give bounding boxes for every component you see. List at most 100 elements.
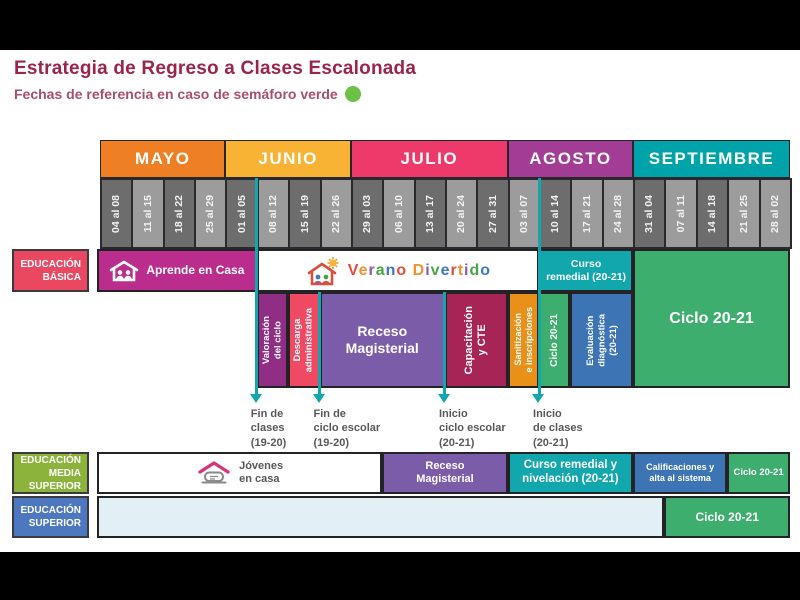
infographic-canvas: Estrategia de Regreso a Clases Escalonad…	[0, 50, 800, 552]
month-header-septiembre: SEPTIEMBRE	[633, 140, 790, 178]
milestone-line	[255, 178, 259, 394]
segment-ciclo-20-21: Ciclo 20-21	[539, 292, 571, 388]
segment-verano-divertido: Verano Divertido	[256, 249, 540, 292]
segment-label: Evaluación diagnóstica (20-21)	[584, 313, 619, 367]
page-subtitle: Fechas de referencia en caso de semáforo…	[14, 86, 338, 102]
week-cell-label: 14 al 18	[706, 194, 719, 233]
week-cell-label: 28 al 02	[768, 194, 781, 233]
semaforo-verde-dot-icon	[344, 86, 361, 102]
milestone-label: Fin de ciclo escolar (19-20)	[313, 408, 381, 449]
milestone-arrow-down-icon	[532, 394, 545, 403]
milestone-line	[537, 178, 541, 394]
segment-label: Descarga administrativa	[292, 307, 315, 373]
segment-label: Jóvenes en casa	[239, 459, 284, 485]
week-cell-label: 04 al 08	[110, 194, 123, 233]
week-cell: 17 al 21	[570, 178, 604, 249]
page-title: Estrategia de Regreso a Clases Escalonad…	[14, 58, 417, 79]
week-cell: 18 al 22	[162, 178, 197, 249]
week-cell-label: 24 al 28	[612, 194, 625, 233]
segment-label: Capacitación y CTE	[463, 305, 489, 375]
segment-label: Receso Magisterial	[345, 323, 419, 356]
week-cell-label: 11 al 15	[141, 194, 154, 233]
week-cell-label: 31 al 04	[643, 194, 656, 233]
week-cell-label: 06 al 10	[392, 194, 405, 233]
week-cell: 15 al 19	[288, 178, 322, 249]
week-cell-label: 29 al 03	[361, 194, 374, 233]
segment-curso-remedial-y-nivelación-20-21: Curso remedial y nivelación (20-21)	[507, 452, 634, 494]
segment-label: Aprende en Casa	[146, 263, 245, 278]
segment-empty-bar	[97, 496, 665, 538]
week-cell: 03 al 07	[507, 178, 542, 249]
week-cell-label: 13 al 17	[423, 194, 436, 233]
month-header-mayo: MAYO	[100, 140, 226, 178]
segment-label: Ciclo 20-21	[695, 509, 759, 524]
week-cell: 07 al 11	[664, 178, 698, 249]
segment-label: Calificaciones y alta al sistema	[646, 462, 715, 483]
milestone-arrow-down-icon	[249, 394, 262, 403]
milestone-label: Inicio ciclo escolar (20-21)	[438, 408, 506, 449]
week-cell-label: 07 al 11	[674, 194, 687, 233]
week-cell-label: 10 al 14	[549, 194, 562, 233]
week-cell: 11 al 15	[131, 178, 165, 249]
segment-label: Sanitización e inscripciones	[512, 307, 534, 373]
segment-capacitación-y-cte: Capacitación y CTE	[444, 292, 508, 388]
week-cell: 14 al 18	[695, 178, 730, 249]
week-cell-label: 18 al 22	[173, 194, 186, 233]
week-cell: 08 al 12	[256, 178, 291, 249]
segment-jóvenes-en-casa: Jóvenes en casa	[97, 452, 383, 494]
segment-curso-remedial-20-21: Curso remedial (20-21)	[539, 249, 634, 292]
week-cell: 29 al 03	[350, 178, 385, 249]
week-cell: 21 al 25	[727, 178, 761, 249]
milestone-arrow-down-icon	[312, 394, 325, 403]
week-cell-label: 22 al 26	[329, 194, 342, 233]
segment-calificaciones-y-alta-al-sistema: Calificaciones y alta al sistema	[633, 452, 728, 494]
segment-label: Curso remedial y nivelación (20-21)	[522, 459, 619, 485]
week-cell: 13 al 17	[413, 178, 447, 249]
milestone-line	[443, 292, 447, 394]
milestone-arrow-down-icon	[437, 394, 450, 403]
week-cell: 22 al 26	[319, 178, 353, 249]
segment-aprende-en-casa: Aprende en Casa	[97, 249, 257, 292]
week-cell-label: 25 al 29	[204, 194, 217, 233]
row-label-educacion-basica: EDUCACIÓN BÁSICA	[12, 249, 89, 292]
milestone-label: Inicio de clases (20-21)	[533, 408, 583, 449]
week-cell: 31 al 04	[633, 178, 667, 249]
segment-label: Curso remedial (20-21)	[546, 257, 627, 283]
segment-label: Ciclo 20-21	[548, 313, 560, 367]
timeline-chart: MAYO JUNIO JULIO AGOSTO SEPTIEMBRE 04 al 08 11…	[0, 50, 800, 552]
week-cell: 20 al 24	[444, 178, 479, 249]
month-header-junio: JUNIO	[225, 140, 351, 178]
row-label-educacion-media-superior: EDUCACIÓN MEDIA SUPERIOR	[12, 452, 89, 494]
week-cell-label: 03 al 07	[518, 194, 531, 233]
segment-descarga-administrativa: Descarga administrativa	[288, 292, 320, 388]
segment-valoración-del-ciclo: Valoración del ciclo	[256, 292, 289, 388]
segment-label: Verano Divertido	[347, 261, 492, 279]
week-cell-label: 01 al 05	[235, 194, 248, 233]
week-cell: 10 al 14	[539, 178, 573, 249]
month-header-agosto: AGOSTO	[507, 140, 634, 178]
segment-evaluación-diagnóstica-20-21: Evaluación diagnóstica (20-21)	[570, 292, 634, 388]
row-label-educacion-superior: EDUCACIÓN SUPERIOR	[12, 496, 89, 538]
week-cell-label: 08 al 12	[267, 194, 280, 233]
subtitle-row: Fechas de referencia en caso de semáforo…	[14, 86, 361, 102]
week-cell: 24 al 28	[601, 178, 636, 249]
week-cell-label: 15 al 19	[298, 194, 311, 233]
week-cell: 06 al 10	[382, 178, 416, 249]
week-cell: 25 al 29	[194, 178, 228, 249]
segment-receso-magisterial: Receso Magisterial	[382, 452, 508, 494]
week-cell-label: 21 al 25	[737, 194, 750, 233]
segment-sanitización-e-inscripciones: Sanitización e inscripciones	[507, 292, 540, 388]
week-cell-label: 27 al 31	[486, 194, 499, 233]
segment-label: Receso Magisterial	[416, 459, 474, 485]
week-cell: 28 al 02	[758, 178, 792, 249]
month-header-julio: JULIO	[350, 140, 508, 178]
milestone-line	[318, 292, 322, 394]
segment-receso-magisterial: Receso Magisterial	[319, 292, 445, 388]
milestone-label: Fin de clases (19-20)	[250, 408, 287, 449]
week-cell: 04 al 08	[100, 178, 134, 249]
segment-ciclo-20-21: Ciclo 20-21	[664, 496, 790, 538]
week-cell-label: 20 al 24	[455, 194, 468, 233]
segment-ciclo-20-21: Ciclo 20-21	[727, 452, 790, 494]
verano-divertido-house-sun-icon	[307, 256, 339, 285]
